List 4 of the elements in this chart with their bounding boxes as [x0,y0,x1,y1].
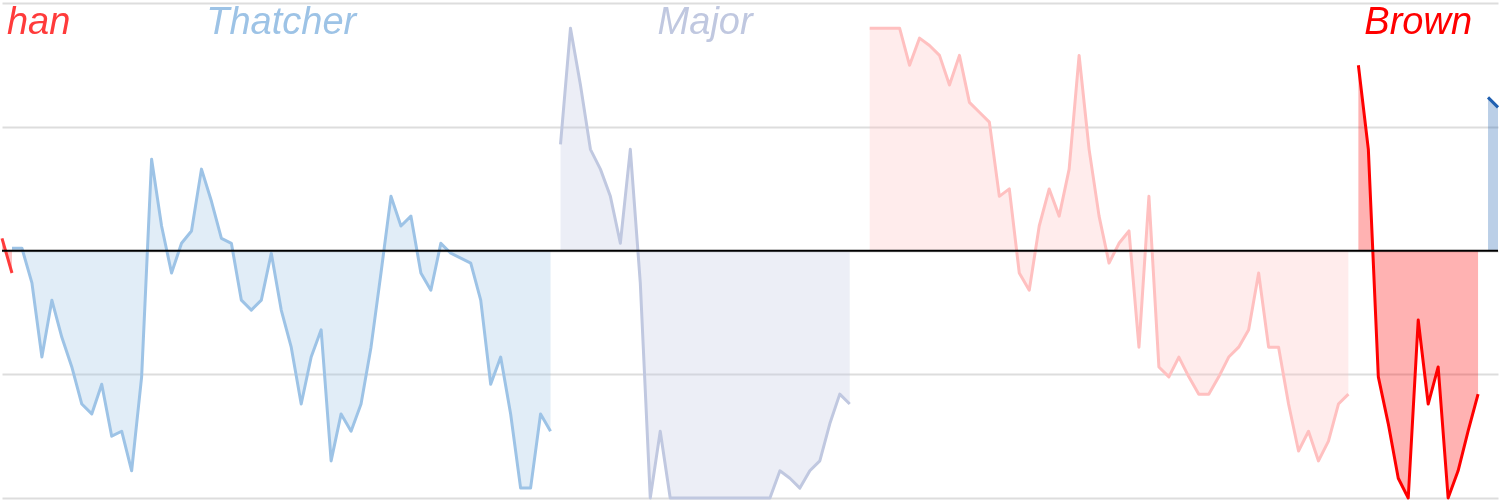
text: Thatcher [206,0,358,42]
text: Major [657,0,754,42]
text: han [6,0,71,42]
series-label: Brown [1364,0,1473,42]
